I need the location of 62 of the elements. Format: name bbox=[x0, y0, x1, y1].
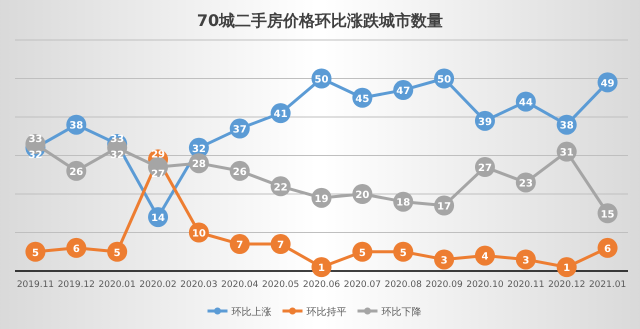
x-tick-label: 2020.09 bbox=[425, 280, 463, 290]
data-label: 18 bbox=[396, 198, 410, 209]
data-label: 27 bbox=[151, 169, 166, 180]
x-tick-label: 2020.01 bbox=[98, 280, 136, 290]
x-tick-label: 2020.06 bbox=[302, 280, 340, 290]
chart-title: 70城二手房价格环比涨跌城市数量 bbox=[196, 11, 444, 30]
data-label: 44 bbox=[518, 98, 533, 109]
x-tick-label: 2020.08 bbox=[384, 280, 422, 290]
x-tick-label: 2020.03 bbox=[180, 280, 218, 290]
data-label: 49 bbox=[600, 78, 615, 90]
data-label: 15 bbox=[600, 209, 615, 220]
x-tick-label: 2019.11 bbox=[16, 280, 54, 290]
data-label: 6 bbox=[604, 244, 612, 255]
data-label: 20 bbox=[355, 190, 370, 201]
data-label: 41 bbox=[274, 109, 288, 120]
data-label: 22 bbox=[274, 182, 288, 194]
x-tick-label: 2020.12 bbox=[548, 280, 586, 290]
data-label: 5 bbox=[32, 248, 39, 259]
data-label: 1 bbox=[563, 263, 570, 274]
data-label: 23 bbox=[518, 178, 533, 190]
legend-label: 环比持平 bbox=[306, 306, 346, 318]
data-label: 14 bbox=[151, 213, 166, 224]
data-label: 32 bbox=[192, 144, 206, 155]
data-label: 37 bbox=[232, 124, 247, 136]
data-label: 7 bbox=[236, 240, 244, 252]
data-label: 7 bbox=[277, 240, 284, 252]
data-label: 31 bbox=[560, 148, 574, 159]
data-label: 5 bbox=[114, 248, 121, 259]
data-label: 29 bbox=[151, 149, 166, 160]
data-label: 17 bbox=[437, 202, 452, 213]
point bbox=[556, 257, 577, 278]
data-label: 50 bbox=[314, 74, 328, 86]
data-label: 38 bbox=[560, 120, 574, 132]
data-label: 5 bbox=[400, 248, 407, 259]
data-label: 10 bbox=[192, 228, 206, 240]
data-label: 5 bbox=[358, 248, 366, 259]
legend-label: 环比下降 bbox=[382, 306, 422, 318]
x-tick-label: 2020.10 bbox=[466, 280, 504, 290]
x-tick-label: 2019.12 bbox=[58, 280, 95, 290]
data-label: 33 bbox=[28, 134, 42, 145]
data-label: 28 bbox=[192, 159, 206, 170]
data-label: 1 bbox=[318, 263, 326, 274]
x-tick-label: 2020.07 bbox=[344, 280, 381, 290]
data-label: 3 bbox=[522, 255, 530, 266]
data-label: 19 bbox=[314, 194, 328, 205]
data-label: 27 bbox=[478, 163, 492, 174]
data-label: 26 bbox=[69, 166, 84, 178]
data-label: 4 bbox=[481, 252, 488, 263]
x-tick-label: 2020.05 bbox=[262, 280, 300, 290]
x-tick-label: 2021.01 bbox=[588, 280, 626, 290]
data-label: 47 bbox=[396, 86, 410, 98]
data-label: 38 bbox=[69, 120, 84, 132]
data-label: 3 bbox=[440, 255, 448, 266]
data-label: 39 bbox=[478, 116, 492, 128]
data-label: 45 bbox=[355, 94, 370, 105]
data-label: 50 bbox=[437, 74, 452, 86]
x-tick-label: 2020.02 bbox=[139, 280, 177, 290]
x-tick-label: 2020.11 bbox=[507, 280, 544, 290]
legend-label: 环比上涨 bbox=[232, 306, 272, 318]
data-label: 6 bbox=[72, 244, 80, 255]
data-label: 26 bbox=[232, 166, 247, 178]
x-tick-label: 2020.04 bbox=[221, 280, 259, 290]
